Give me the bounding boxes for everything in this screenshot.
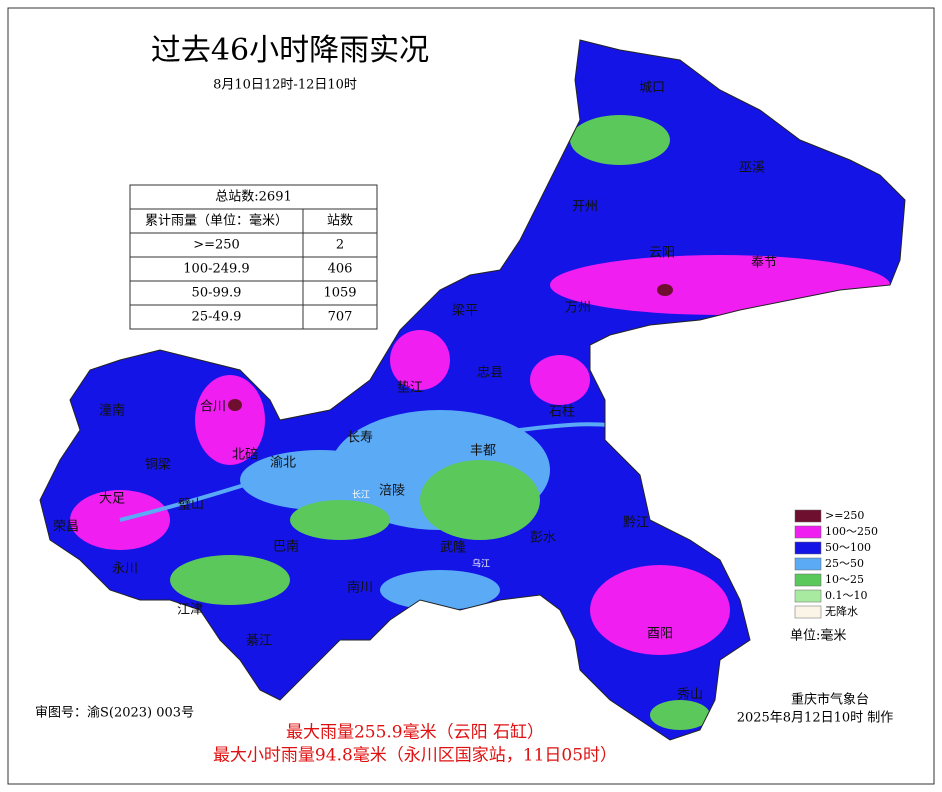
- station-table: 总站数:2691 累计雨量（单位：毫米） 站数 >=250 2 100-249.9 406 5…: [129, 184, 378, 330]
- place-label: 綦江: [246, 634, 272, 649]
- legend-unit: 单位:毫米: [790, 628, 846, 644]
- place-label: 南川: [347, 580, 373, 596]
- place-label: 奉节: [751, 256, 777, 271]
- table-cell: 2: [336, 238, 344, 253]
- table-cell: 406: [328, 262, 353, 277]
- table-header: 站数: [327, 214, 353, 229]
- river-label: 长江: [352, 489, 370, 501]
- place-label: 忠县: [477, 366, 503, 381]
- approval-number: 审图号：渝S(2023) 003号: [35, 705, 194, 721]
- place-label: 垫江: [397, 380, 423, 396]
- place-label: 万州: [565, 301, 591, 316]
- legend-swatch: [794, 557, 822, 571]
- place-label: 云阳: [649, 246, 675, 261]
- place-label: 武隆: [440, 541, 466, 556]
- table-cell: 100-249.9: [183, 262, 249, 277]
- river-label: 乌江: [472, 558, 490, 570]
- place-label: 黔江: [623, 516, 649, 531]
- place-label: 铜梁: [145, 458, 171, 473]
- legend-swatch: [794, 541, 822, 555]
- place-label: 渝北: [270, 455, 296, 471]
- place-label: 丰都: [470, 444, 496, 459]
- place-label: 涪陵: [379, 484, 405, 499]
- place-label: 梁平: [452, 304, 478, 319]
- title: 过去46小时降雨实况: [151, 33, 429, 68]
- place-label: 荣昌: [53, 520, 79, 535]
- place-label: 石柱: [549, 405, 575, 420]
- legend-swatch: [794, 573, 822, 587]
- table-header: 累计雨量（单位：毫米）: [145, 213, 288, 229]
- legend-label: 10～25: [825, 573, 864, 586]
- place-label: 城口: [639, 81, 665, 96]
- legend: >=250 100～250 50～100 25～50 10～25 0.1～10 无降水单位:…: [790, 509, 878, 644]
- legend-swatch: [794, 509, 822, 523]
- table-cell: 25-49.9: [192, 310, 242, 325]
- legend-label: 0.1～10: [825, 589, 868, 602]
- table-cell: 707: [328, 310, 353, 325]
- place-label: 潼南: [99, 403, 125, 419]
- place-label: 酉阳: [647, 627, 673, 642]
- place-label: 大足: [99, 492, 125, 507]
- legend-label: 100～250: [825, 525, 878, 538]
- place-label: 秀山: [677, 688, 703, 703]
- place-label: 彭水: [530, 531, 556, 546]
- max-hourly: 最大小时雨量94.8毫米（永川区国家站，11日05时）: [213, 746, 617, 766]
- legend-label: 25～50: [825, 557, 864, 570]
- made-time: 2025年8月12日10时 制作: [737, 711, 894, 726]
- legend-label: >=250: [825, 509, 864, 522]
- place-label: 江津: [177, 603, 203, 618]
- place-label: 长寿: [347, 431, 373, 446]
- legend-swatch: [794, 605, 822, 619]
- place-label: 北碚: [232, 448, 258, 463]
- legend-swatch: [794, 589, 822, 603]
- legend-label: 无降水: [825, 604, 858, 618]
- place-label: 巫溪: [739, 161, 765, 176]
- table-caption: 总站数:2691: [215, 190, 291, 205]
- place-label: 合川: [200, 400, 226, 415]
- legend-swatch: [794, 525, 822, 539]
- place-label: 永川: [112, 562, 138, 577]
- subtitle: 8月10日12时-12日10时: [213, 78, 357, 93]
- place-label: 巴南: [273, 539, 299, 555]
- place-label: 开州: [572, 200, 598, 215]
- agency: 重庆市气象台: [791, 692, 869, 708]
- max-rain: 最大雨量255.9毫米（云阳 石缸）: [286, 722, 544, 743]
- place-label: 璧山: [178, 497, 204, 513]
- table-cell: 50-99.9: [192, 286, 242, 301]
- table-cell: 1059: [323, 286, 356, 301]
- legend-label: 50～100: [825, 541, 871, 554]
- table-cell: >=250: [193, 238, 240, 253]
